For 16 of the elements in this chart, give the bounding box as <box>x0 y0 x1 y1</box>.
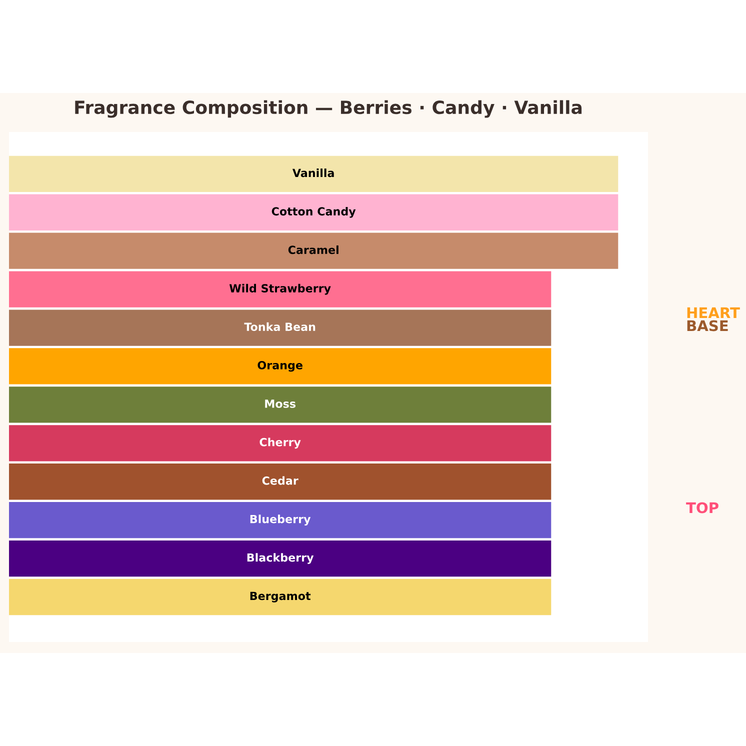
text: BASE <box>687 320 728 332</box>
y-tick-label: Wild Strawberry <box>229 284 331 295</box>
text: HEART <box>687 307 740 318</box>
y-tick-label: Cherry <box>260 438 301 449</box>
y-tick-label: Blackberry <box>247 553 314 564</box>
y-tick-label: Cotton Candy <box>272 206 356 218</box>
y-tick-label: Moss <box>265 400 296 408</box>
y-tick-label: Tonka Bean <box>244 322 316 331</box>
y-tick-label: Bergamot <box>250 592 311 602</box>
text: TOP <box>686 502 718 514</box>
y-tick-label: Cedar <box>262 476 298 485</box>
chart-title: Fragrance Composition — Berries · Candy · Vanilla <box>75 100 582 118</box>
y-tick-label: Caramel <box>288 245 338 254</box>
y-tick-label: Orange <box>258 360 302 372</box>
y-tick-label: Blueberry <box>250 514 311 526</box>
y-tick-label: Vanilla <box>292 168 334 178</box>
